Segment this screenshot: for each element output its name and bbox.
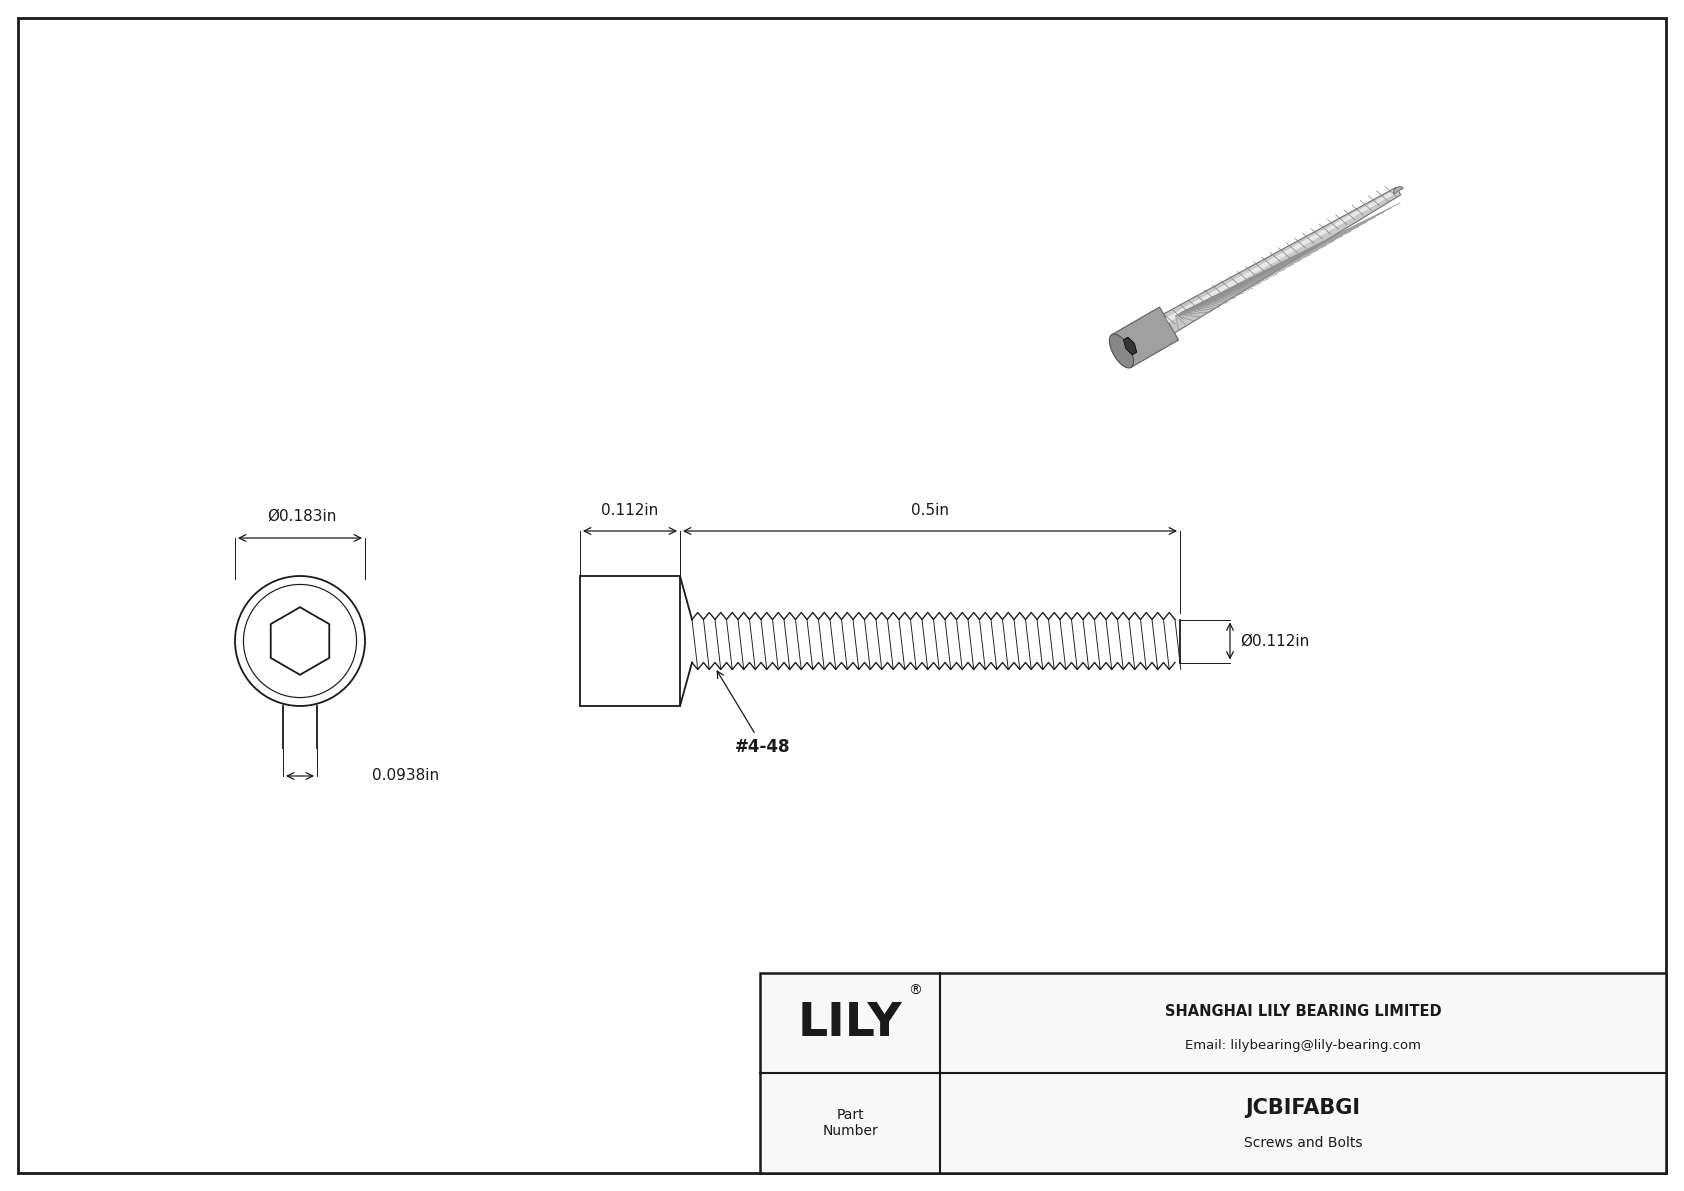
Polygon shape	[1123, 337, 1137, 355]
Text: Ø0.183in: Ø0.183in	[268, 509, 337, 524]
Polygon shape	[1165, 188, 1399, 323]
Text: Ø0.112in: Ø0.112in	[1239, 634, 1308, 649]
Text: SHANGHAI LILY BEARING LIMITED: SHANGHAI LILY BEARING LIMITED	[1165, 1004, 1442, 1018]
Text: Email: lilybearing@lily-bearing.com: Email: lilybearing@lily-bearing.com	[1186, 1039, 1421, 1052]
Text: 0.5in: 0.5in	[911, 503, 950, 518]
Text: ®: ®	[908, 984, 921, 998]
Polygon shape	[1164, 187, 1401, 333]
Polygon shape	[1110, 333, 1133, 368]
Text: Part
Number: Part Number	[822, 1108, 877, 1139]
Text: 0.0938in: 0.0938in	[372, 768, 440, 784]
Polygon shape	[1111, 307, 1179, 368]
Text: Screws and Bolts: Screws and Bolts	[1244, 1136, 1362, 1151]
Polygon shape	[1123, 337, 1137, 355]
Polygon shape	[1393, 187, 1403, 194]
Bar	[759, 973, 1665, 1173]
Text: LILY: LILY	[798, 1000, 903, 1046]
Text: #4-48: #4-48	[717, 671, 790, 755]
Text: 0.112in: 0.112in	[601, 503, 658, 518]
Bar	[579, 576, 680, 706]
Text: JCBIFABGI: JCBIFABGI	[1246, 1098, 1361, 1118]
